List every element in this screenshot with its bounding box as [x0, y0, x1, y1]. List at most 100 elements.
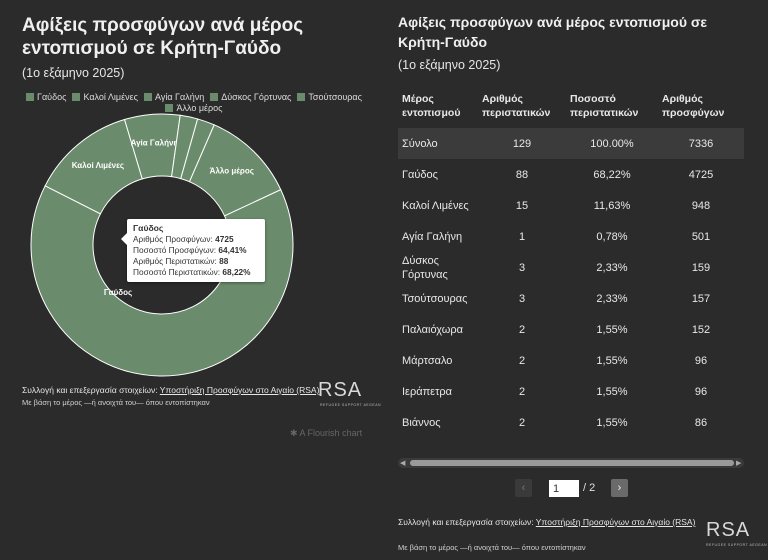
donut-slice[interactable]	[30, 185, 294, 377]
tooltip-line: Ποσοστό Προσφύγων: 64,41%	[133, 245, 247, 255]
table-row: Γαύδος 88 68,22% 4725	[398, 159, 744, 190]
legend-swatch	[165, 104, 174, 112]
table-row: Καλοί Λιμένες 15 11,63% 948	[398, 190, 744, 221]
tooltip-line: Αριθμός Προσφύγων: 4725	[133, 234, 234, 244]
column-header[interactable]: Αριθμός περιστατικών	[482, 93, 551, 119]
table-row: Ιεράπετρα 2 1,55% 96	[398, 376, 744, 407]
next-page-button[interactable]: ›	[611, 479, 628, 497]
table-cell: 86	[694, 416, 708, 429]
flourish-icon: ✱	[290, 428, 300, 438]
legend-label: Αγία Γαλήνη	[154, 92, 205, 102]
table-cell: 159	[691, 261, 711, 274]
prev-page-button[interactable]: ‹	[515, 479, 532, 497]
table-row: Παλαιόχωρα 2 1,55% 152	[398, 314, 744, 345]
legend-label: Γαύδος	[37, 92, 67, 102]
table-cell: 68,22%	[593, 168, 631, 181]
scrollbar-thumb[interactable]	[410, 460, 734, 466]
table-cell: 129	[478, 128, 566, 159]
table-cell: 4725	[688, 168, 714, 181]
flourish-credit[interactable]: ✱ A Flourish chart	[290, 428, 363, 438]
table-cell: 88	[515, 168, 529, 181]
column-header[interactable]: Μέρος εντοπισμού	[402, 93, 461, 119]
legend-swatch	[210, 93, 219, 101]
table-cell: 2	[518, 416, 526, 429]
column-header[interactable]: Ποσοστό περιστατικών	[570, 93, 639, 119]
table-cell: Παλαιόχωρα	[402, 323, 463, 336]
chart-panel: Αφίξεις προσφύγων ανά μέρος εντοπισμού σ…	[0, 15, 384, 438]
data-table: Μέρος εντοπισμού Αριθμός περιστατικών Πο…	[398, 82, 744, 438]
table-cell: 1,55%	[596, 385, 628, 398]
table-cell: 1	[518, 230, 526, 243]
table-cell: 100.00%	[566, 128, 658, 159]
chart-subtitle: (1ο εξάμηνο 2025)	[22, 66, 125, 80]
legend-label: Καλοί Λιμένες	[83, 92, 138, 102]
chart-legend: Γαύδος Καλοί Λιμένες Αγία Γαλήνη Δύσκος …	[26, 92, 362, 113]
table-cell: 96	[694, 385, 708, 398]
table-cell: 3	[518, 261, 526, 274]
table-cell: 1,55%	[596, 323, 628, 336]
legend-item[interactable]: Καλοί Λιμένες	[72, 92, 138, 102]
tooltip-line: Αριθμός Περιστατικών: 88	[133, 256, 229, 266]
table-cell: Δύσκος Γόρτυνας	[402, 254, 448, 281]
tooltip-title: Γαύδος	[133, 223, 164, 233]
table-body: Σύνολο 129 100.00% 7336 Γαύδος 88 68,22% 4725 Κα…	[398, 128, 744, 438]
table-cell: 2	[518, 354, 526, 367]
table-cell: Μάρτσαλο	[402, 354, 453, 367]
table-cell: 2	[518, 385, 526, 398]
table-source-link[interactable]: Υποστήριξη Προσφύγων στο Αιγαίο (RSA)	[535, 517, 696, 527]
table-cell: Αγία Γαλήνη	[402, 230, 463, 243]
table-row: Δύσκος Γόρτυνας 3 2,33% 159	[398, 252, 744, 283]
column-header[interactable]: Αριθμός προσφύγων	[662, 93, 725, 119]
slice-label: Αγία Γαλήνη	[131, 138, 179, 147]
data-table-container[interactable]: Μέρος εντοπισμού Αριθμός περιστατικών Πο…	[398, 82, 744, 456]
slice-label: Καλοί Λιμένες	[72, 161, 124, 170]
rsa-logo[interactable]: RSA	[318, 379, 363, 401]
slice-label: Γαύδος	[104, 288, 132, 297]
table-source-note: Με βάση το μέρος —ή ανοιχτά του— όπου εν…	[398, 543, 586, 552]
table-rsa-logo[interactable]: RSA	[706, 519, 751, 541]
slice-label: Άλλο μέρος	[210, 166, 254, 175]
tooltip-line: Ποσοστό Περιστατικών: 68,22%	[133, 267, 251, 277]
legend-item[interactable]: Αγία Γαλήνη	[143, 92, 205, 102]
table-cell: 501	[691, 230, 711, 243]
donut-chart[interactable]: Γαύδος Καλοί Λιμένες Αγία Γαλήνη Άλλο μέρος	[0, 112, 384, 380]
table-row: Αγία Γαλήνη 1 0,78% 501	[398, 221, 744, 252]
table-row-total: Σύνολο 129 100.00% 7336	[398, 128, 744, 159]
scroll-left-icon[interactable]: ◀	[400, 460, 406, 467]
source-link[interactable]: Υποστήριξη Προσφύγων στο Αιγαίο (RSA)	[159, 385, 320, 395]
legend-item[interactable]: Άλλο μέρος	[165, 103, 223, 113]
rsa-logo-tagline: REFUGEE SUPPORT AEGEAN	[320, 403, 382, 407]
table-source-credit: Συλλογή και επεξεργασία στοιχείων: Υποστ…	[398, 517, 696, 527]
table-cell: 96	[694, 354, 708, 367]
table-cell: Σύνολο	[398, 128, 478, 159]
table-cell: 7336	[658, 128, 744, 159]
table-title: Αφίξεις προσφύγων ανά μέρος εντοπισμού σ…	[398, 14, 708, 50]
legend-label: Τσούτσουρας	[308, 92, 362, 102]
source-credit: Συλλογή και επεξεργασία στοιχείων: Υποστ…	[22, 385, 320, 395]
table-cell: 1,55%	[596, 354, 628, 367]
table-cell: Βιάννος	[402, 416, 441, 429]
legend-swatch	[297, 93, 306, 101]
table-cell: 3	[518, 292, 526, 305]
table-cell: 152	[691, 323, 711, 336]
page-number-input[interactable]	[549, 480, 579, 497]
donut-slice[interactable]	[188, 124, 282, 217]
table-cell: 2,33%	[596, 261, 628, 274]
tooltip-arrow	[121, 233, 127, 245]
scroll-right-icon[interactable]: ▶	[736, 460, 742, 467]
table-subtitle: (1ο εξάμηνο 2025)	[398, 58, 501, 72]
legend-swatch	[26, 93, 35, 101]
chart-title: Αφίξεις προσφύγων ανά μέρος εντοπισμού σ…	[22, 15, 304, 59]
legend-item[interactable]: Τσούτσουρας	[297, 92, 362, 102]
table-cell: Γαύδος	[402, 168, 438, 181]
source-note: Με βάση το μέρος —ή ανοιχτά του— όπου εν…	[22, 398, 210, 407]
table-cell: 0,78%	[596, 230, 628, 243]
legend-item[interactable]: Γαύδος	[26, 92, 66, 102]
table-cell: 2,33%	[596, 292, 628, 305]
legend-label: Άλλο μέρος	[176, 103, 223, 113]
legend-item[interactable]: Δύσκος Γόρτυνας	[210, 92, 291, 102]
table-row: Βιάννος 2 1,55% 86	[398, 407, 744, 438]
table-cell: 15	[515, 199, 529, 212]
chart-tooltip: Γαύδος Αριθμός Προσφύγων: 4725 Ποσοστό Π…	[121, 219, 265, 282]
table-rsa-logo-tagline: REFUGEE SUPPORT AEGEAN	[706, 543, 768, 547]
